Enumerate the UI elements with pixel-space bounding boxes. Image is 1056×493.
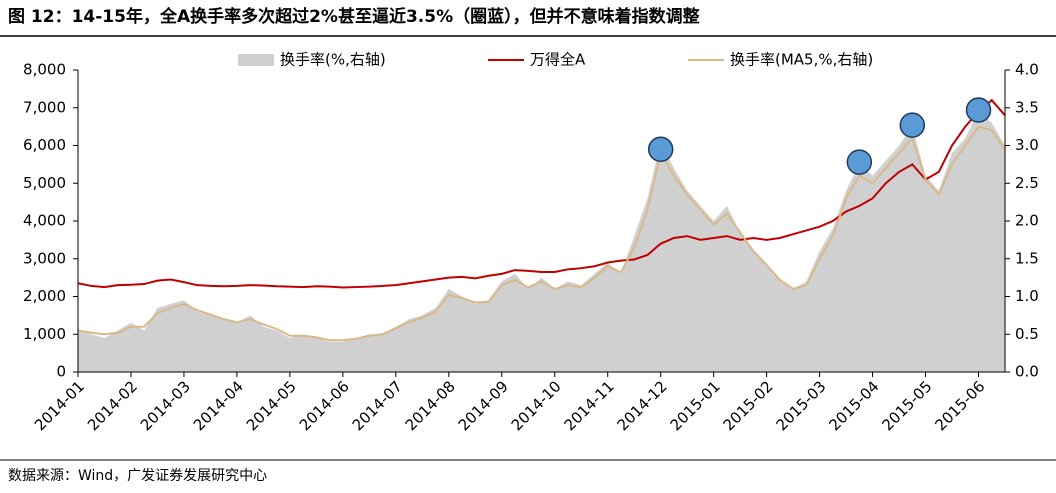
- x-tick-label: 2014-08: [402, 377, 459, 434]
- y-tick-label: 7,000: [23, 98, 66, 116]
- source-note: 数据来源：Wind，广发证券发展研究中心: [8, 468, 267, 484]
- legend-label: 换手率(MA5,%,右轴): [730, 51, 873, 69]
- y2-tick-label: 4.0: [1015, 61, 1039, 79]
- x-tick-label: 2015-04: [826, 377, 883, 434]
- y-tick-label: 4,000: [23, 212, 66, 230]
- x-tick-label: 2014-03: [137, 377, 194, 434]
- chart-title: 图 12：14-15年，全A换手率多次超过2%甚至逼近3.5%（圈蓝），但并不意…: [8, 6, 700, 27]
- y2-tick-label: 2.5: [1015, 174, 1039, 192]
- x-tick-label: 2014-01: [31, 377, 88, 434]
- x-tick-label: 2015-02: [720, 377, 777, 434]
- y-tick-label: 6,000: [23, 136, 66, 154]
- y2-tick-label: 0.5: [1015, 325, 1039, 343]
- y2-tick-label: 3.5: [1015, 98, 1039, 116]
- x-tick-label: 2015-01: [667, 377, 724, 434]
- y-tick-label: 0: [56, 363, 66, 381]
- y-tick-label: 8,000: [23, 61, 66, 79]
- x-tick-label: 2014-04: [190, 377, 247, 434]
- highlight-circle: [899, 112, 926, 138]
- x-tick-label: 2014-10: [508, 377, 565, 434]
- y2-tick-label: 2.0: [1015, 212, 1039, 230]
- legend-label: 换手率(%,右轴): [280, 51, 386, 69]
- series-line: [77, 98, 1006, 289]
- y-tick-label: 2,000: [23, 287, 66, 305]
- y2-tick-label: 3.0: [1015, 136, 1039, 154]
- series-line: [77, 125, 1006, 342]
- y2-tick-label: 1.5: [1015, 249, 1039, 267]
- x-tick-label: 2015-06: [931, 377, 988, 434]
- x-tick-label: 2015-05: [878, 377, 935, 434]
- x-tick-label: 2014-12: [614, 377, 671, 434]
- highlight-circle: [846, 149, 873, 175]
- y2-tick-label: 1.0: [1015, 287, 1039, 305]
- legend-label: 万得全A: [530, 51, 586, 69]
- x-tick-label: 2014-05: [243, 377, 300, 434]
- turnover-area: [78, 111, 1005, 373]
- y-tick-label: 3,000: [23, 249, 66, 267]
- y2-tick-label: 0.0: [1015, 363, 1039, 381]
- highlight-circle: [647, 136, 674, 163]
- y-tick-label: 1,000: [23, 325, 66, 343]
- x-tick-label: 2014-07: [349, 377, 406, 434]
- legend-swatch: [238, 54, 274, 66]
- x-tick-label: 2014-06: [296, 377, 353, 434]
- highlight-circle: [965, 97, 992, 123]
- x-tick-label: 2014-09: [455, 377, 512, 434]
- x-tick-label: 2015-03: [773, 377, 830, 434]
- x-tick-label: 2014-02: [84, 377, 141, 434]
- x-tick-label: 2014-11: [561, 377, 618, 434]
- y-tick-label: 5,000: [23, 174, 66, 192]
